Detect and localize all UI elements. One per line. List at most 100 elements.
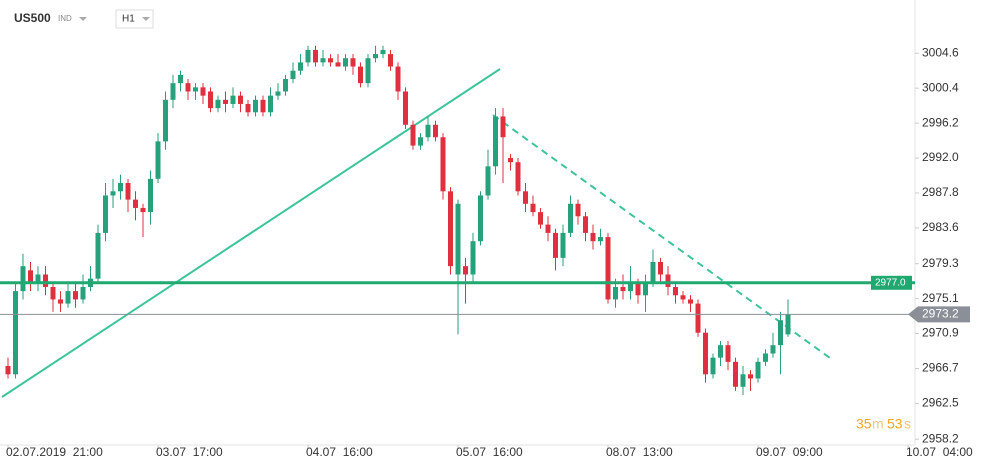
candle-body [193,87,198,92]
candle-body [643,282,648,296]
candle-body [95,232,101,279]
last-price-tag [908,306,970,323]
candle-body [103,195,108,233]
candle-body [590,232,596,242]
countdown: 35 [856,416,872,432]
candle-body [163,99,168,142]
y-tick-label: 2983.6 [922,220,959,234]
candle-body [755,361,761,379]
candle-body [170,83,176,100]
x-tick-label: 10.07 04:00 [906,445,973,459]
candle-body [260,99,266,113]
candle-body [658,262,663,275]
candle-body [433,124,438,138]
candle-body [320,58,326,63]
countdown: s [904,416,911,432]
candle-body [770,345,776,354]
candle-body [380,49,386,55]
candle-body [28,270,33,283]
candle-body [508,158,513,163]
candle-body [560,232,566,258]
candle-body [403,91,408,125]
candle-body [208,91,213,109]
candle-body [440,137,446,192]
candle-body [350,58,356,67]
candle-body [748,374,753,379]
candle-body [328,58,333,63]
candle-body [763,353,768,362]
y-tick-label: 2987.8 [922,185,959,199]
candle-body [13,291,18,375]
candle-body [118,182,123,192]
candle-body [230,95,236,104]
y-tick-label: 2966.7 [922,361,959,375]
countdown: m [872,416,884,432]
x-tick-label: 09.07 09:00 [756,445,823,459]
y-tick-label: 2970.9 [922,326,959,340]
candle-body [635,282,641,296]
level-tag [871,275,912,290]
candle-body [5,365,11,375]
candle-body [620,286,626,292]
candle-body [695,303,701,333]
y-tick-label: 2992.0 [922,150,959,164]
candle-body [268,95,273,113]
candle-body [365,58,371,84]
candle-body [628,282,633,292]
timeframe-button[interactable] [115,9,154,29]
candle-body [185,83,191,92]
candle-body [680,295,686,300]
y-tick-label: 2975.1 [922,291,959,305]
candle-body [125,182,131,200]
candle-body [335,62,341,67]
candle-body [530,203,536,213]
candle-body [410,124,416,146]
y-tick-label: 3004.6 [922,45,959,59]
y-tick-label: 2979.3 [922,256,959,270]
candle-body [545,224,551,233]
candle-body [388,54,393,67]
dropdown-arrow[interactable] [79,17,87,21]
candle-body [703,332,708,375]
candle-body [275,91,281,96]
candle-body [148,178,153,213]
candle-body [373,54,378,59]
candle-body [575,203,581,217]
candle-body [598,237,603,242]
candle-body [500,116,506,138]
y-tick-label: 2996.2 [922,115,959,129]
trend-line [492,114,831,359]
candle-body [718,345,723,358]
candle-body [290,70,296,80]
timeframe[interactable]: H1 [122,14,135,25]
candle-body [418,137,423,146]
candle-body [245,103,251,113]
candle-body [493,116,498,167]
candle-body [485,166,491,196]
candle-body [110,191,116,196]
candle-body [253,99,258,113]
candle-body [650,262,656,283]
y-tick-label: 3000.4 [922,80,959,94]
dropdown-arrow[interactable] [142,17,150,21]
candle-body [463,266,468,275]
candle-body [200,87,206,96]
candle-body [140,207,146,213]
candle-body [710,357,716,375]
candle-body [688,299,693,304]
level-label: 2977.0 [875,277,906,288]
candle-body [725,345,731,362]
candle-body [43,274,48,287]
candle-body [425,124,431,138]
candle-body [778,320,783,346]
candle-body [568,203,573,233]
candle-body [455,203,461,275]
candle-body [223,99,228,104]
y-tick-label: 2962.5 [922,396,959,410]
candle-body [605,237,611,300]
candle-body [515,162,521,192]
candle-body [283,79,288,92]
symbol[interactable]: US500 [14,11,51,25]
